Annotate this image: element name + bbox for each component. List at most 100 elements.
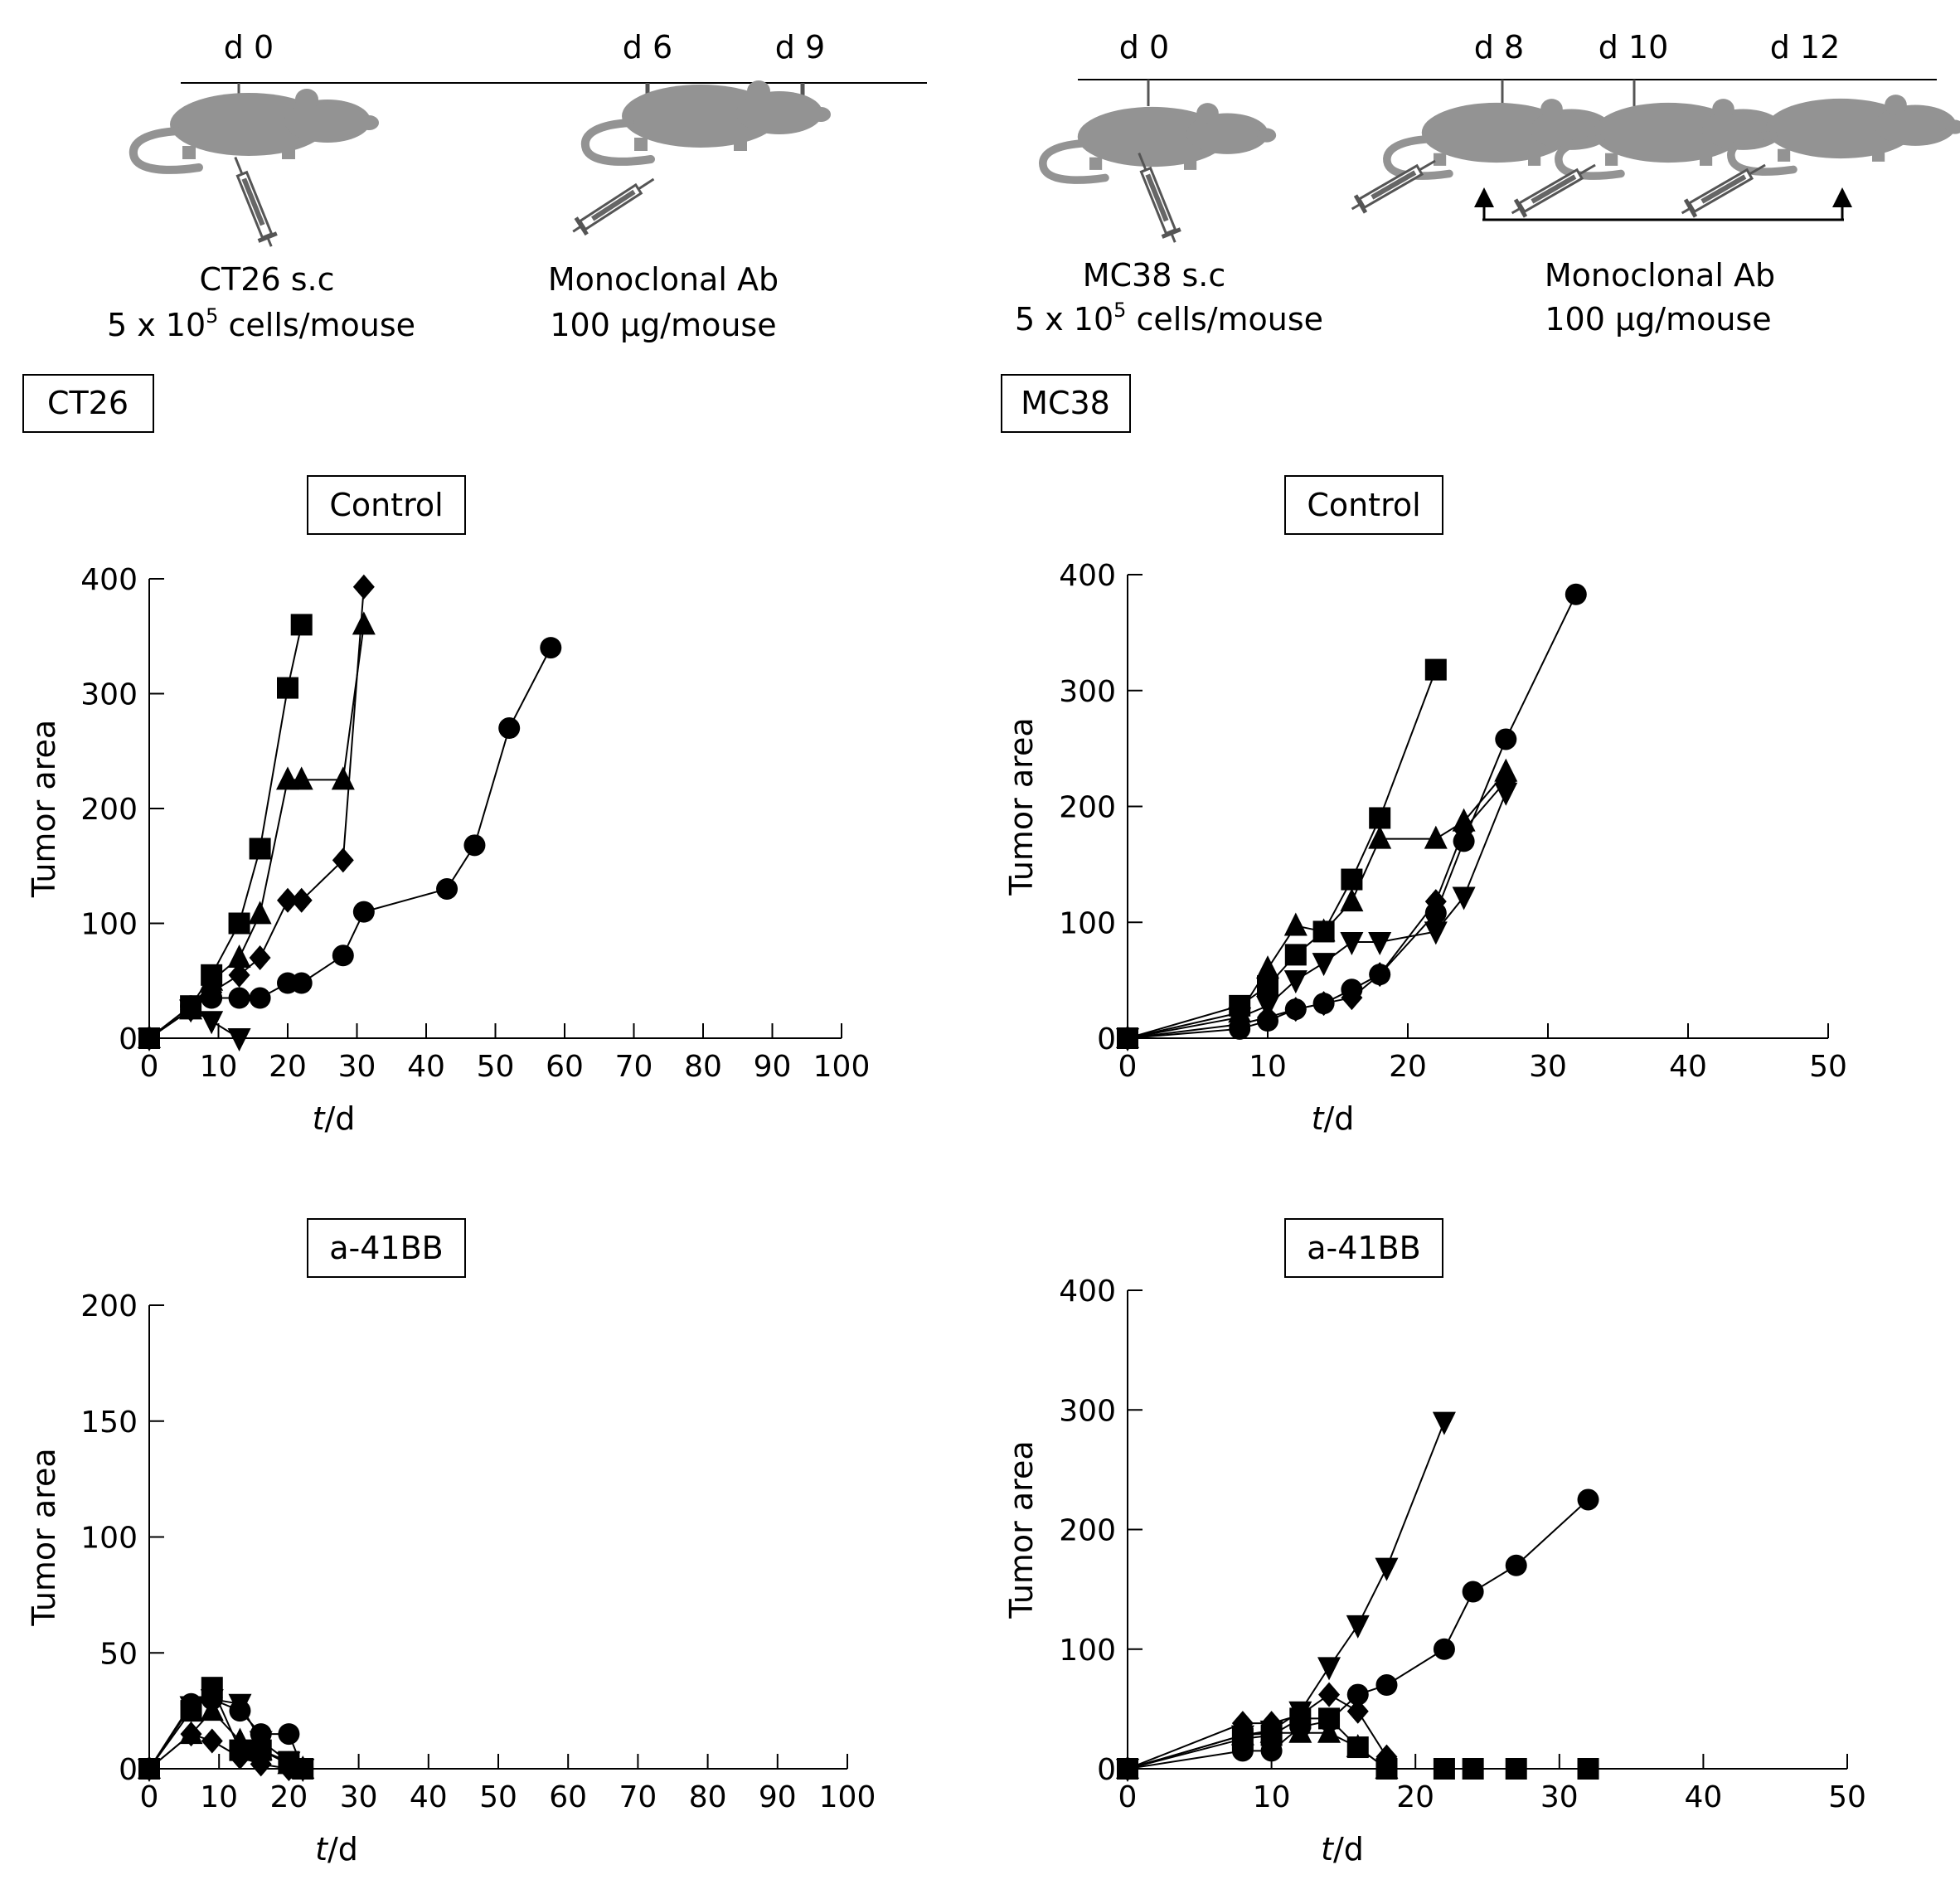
data-point-triangle	[1340, 888, 1364, 912]
data-point-diamond	[290, 887, 313, 913]
data-point-triangle	[1424, 825, 1448, 849]
x-tick-label: 80	[689, 1780, 727, 1814]
x-tick-label: 10	[1249, 1050, 1287, 1084]
data-point-tri-down	[179, 1696, 203, 1720]
series-triangle	[138, 611, 376, 1048]
series-circle	[1117, 583, 1587, 1049]
data-point-circle	[1462, 1581, 1484, 1603]
syringe-icon	[1677, 157, 1770, 222]
y-tick-label: 400	[1059, 1275, 1116, 1309]
chart-ct26-a41bb: a-41BB 0 10 20 30 40 50 60 70 80 90 100 0 50 100 150 200…	[26, 1218, 876, 1867]
data-point-tri-down	[1312, 953, 1336, 977]
data-point-triangle	[227, 944, 251, 969]
ct26-schedule: d 0 d 6 d 9 CT26 s.c 5 x 105 cells/mouse…	[107, 29, 927, 343]
y-axis-label: Tumor area	[1003, 1440, 1040, 1619]
data-point-square	[1505, 1758, 1527, 1780]
series-line	[148, 586, 365, 1039]
y-tick-label: 300	[1059, 1394, 1116, 1428]
x-tick-label: 50	[1809, 1050, 1847, 1084]
data-point-tri-down	[1317, 1657, 1341, 1681]
data-point-tri-down	[249, 1731, 273, 1755]
data-point-circle	[332, 944, 354, 967]
y-tick-label: 100	[80, 908, 138, 942]
data-point-triangle	[228, 1727, 252, 1751]
x-tick-label: 70	[619, 1780, 657, 1814]
x-tick-label: 40	[407, 1050, 445, 1084]
antibody-dose-label: 100 μg/mouse	[1545, 301, 1771, 337]
data-point-square	[1260, 1724, 1283, 1746]
data-point-triangle	[1312, 918, 1336, 942]
data-point-circle	[249, 987, 271, 1009]
model-label-ct26: CT26	[22, 374, 154, 433]
data-point-circle	[201, 987, 223, 1009]
series-diamond	[138, 574, 375, 1051]
y-tick-label: 0	[119, 1022, 138, 1056]
chart-title-text: a-41BB	[329, 1230, 444, 1266]
data-point-square	[1577, 1758, 1599, 1780]
x-axis-label: t/d	[313, 1100, 356, 1137]
x-tick-label: 50	[1828, 1780, 1866, 1814]
series-line	[148, 1008, 240, 1039]
data-point-circle	[1257, 1010, 1278, 1032]
y-tick-label: 150	[80, 1406, 138, 1440]
data-point-triangle	[331, 766, 355, 790]
data-point-square	[290, 614, 313, 636]
mouse-icon	[1731, 95, 1960, 172]
y-tick-label: 400	[1059, 559, 1116, 593]
chart-title: Control	[1284, 475, 1443, 535]
data-point-diamond	[249, 945, 271, 971]
data-point-diamond	[352, 574, 375, 600]
mouse-icon	[585, 80, 831, 162]
series-line	[148, 624, 365, 1039]
day-label: d 0	[1119, 29, 1169, 66]
y-axis-label: Tumor area	[26, 720, 62, 898]
series-line	[1127, 669, 1437, 1039]
x-tick-label: 10	[1253, 1780, 1291, 1814]
x-tick-label: 30	[1529, 1050, 1567, 1084]
data-point-circle	[436, 877, 458, 900]
data-point-square	[228, 912, 250, 935]
data-point-circle	[1346, 1683, 1369, 1706]
data-point-square	[277, 677, 298, 699]
x-tick-label: 20	[269, 1780, 308, 1814]
data-point-square	[1231, 1727, 1254, 1750]
x-axis-label: t/d	[1321, 1831, 1364, 1867]
data-point-tri-down	[1432, 1411, 1456, 1435]
cell-dose-label: 5 x 105 cells/mouse	[107, 304, 415, 343]
data-point-circle	[228, 987, 250, 1009]
data-point-tri-down	[228, 1693, 252, 1717]
data-point-tri-down	[1340, 932, 1364, 956]
y-tick-label: 300	[80, 678, 138, 712]
series-line	[1127, 1421, 1445, 1770]
day-label: d 9	[775, 29, 825, 66]
data-point-triangle	[289, 766, 313, 790]
data-point-circle	[1424, 902, 1447, 925]
data-point-circle	[1284, 998, 1307, 1021]
data-point-diamond	[332, 847, 354, 873]
series-tri-down	[1116, 782, 1518, 1051]
data-point-circle	[1453, 830, 1475, 852]
data-point-tri-down	[227, 1028, 251, 1051]
chart-title: a-41BB	[307, 1218, 466, 1278]
data-point-triangle	[248, 901, 272, 925]
y-tick-label: 0	[1097, 1022, 1116, 1056]
data-point-square	[1433, 1758, 1455, 1780]
data-point-tri-down	[200, 1011, 224, 1035]
series-square	[1117, 658, 1447, 1049]
chart-title: Control	[307, 475, 466, 535]
data-point-circle	[1505, 1554, 1527, 1576]
chart-title-text: Control	[1307, 487, 1420, 523]
data-point-diamond	[1495, 768, 1517, 794]
x-tick-label: 20	[1389, 1050, 1427, 1084]
data-point-triangle	[1317, 1719, 1341, 1743]
x-tick-label: 0	[1118, 1780, 1138, 1814]
x-tick-label: 30	[340, 1780, 378, 1814]
x-axis-label: t/d	[1312, 1100, 1355, 1137]
x-tick-label: 10	[200, 1780, 238, 1814]
data-point-tri-down	[291, 1759, 315, 1782]
y-tick-label: 400	[80, 563, 138, 597]
series-line	[1127, 792, 1507, 1039]
cell-dose-label: 5 x 105 cells/mouse	[1015, 299, 1323, 337]
data-point-square	[1284, 944, 1307, 966]
